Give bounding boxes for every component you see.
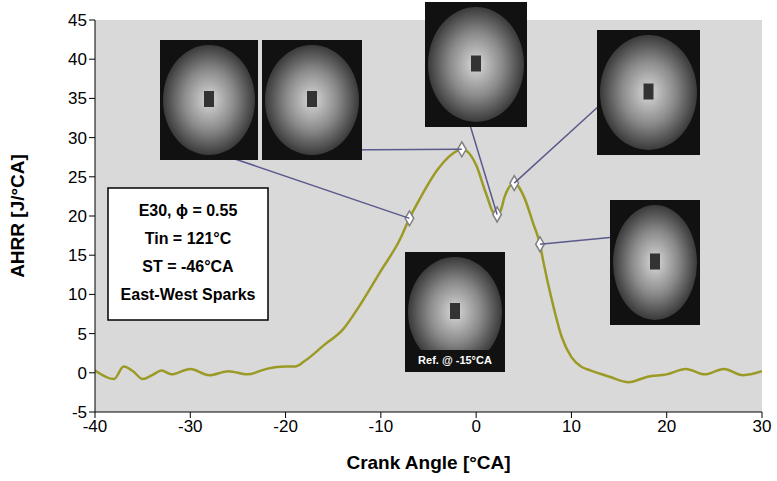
svg-text:15: 15 (68, 246, 87, 265)
svg-text:AHRR [J/°CA]: AHRR [J/°CA] (7, 154, 28, 278)
svg-text:5: 5 (78, 325, 87, 344)
svg-text:Tin = 121°C: Tin = 121°C (145, 230, 232, 247)
svg-text:-10: -10 (369, 417, 394, 436)
svg-text:10: 10 (68, 285, 87, 304)
svg-text:ST = -46°CA: ST = -46°CA (142, 258, 234, 275)
svg-text:-20: -20 (273, 417, 298, 436)
svg-text:40: 40 (68, 50, 87, 69)
svg-text:20: 20 (68, 207, 87, 226)
svg-text:Crank Angle [°CA]: Crank Angle [°CA] (346, 452, 510, 473)
svg-text:30: 30 (753, 417, 772, 436)
svg-text:-30: -30 (178, 417, 203, 436)
svg-text:E30, ϕ = 0.55: E30, ϕ = 0.55 (139, 202, 238, 219)
svg-text:20: 20 (657, 417, 676, 436)
svg-text:0: 0 (471, 417, 480, 436)
svg-text:East-West Sparks: East-West Sparks (121, 286, 256, 303)
svg-text:35: 35 (68, 89, 87, 108)
svg-text:-40: -40 (82, 417, 108, 437)
svg-text:0: 0 (78, 364, 87, 383)
svg-text:30: 30 (68, 129, 87, 148)
svg-text:25: 25 (68, 168, 87, 187)
svg-text:45: 45 (68, 11, 87, 30)
svg-text:10: 10 (562, 417, 581, 436)
svg-text:-5: -5 (72, 403, 87, 422)
svg-text:Ref. @ -15°CA: Ref. @ -15°CA (418, 354, 492, 366)
